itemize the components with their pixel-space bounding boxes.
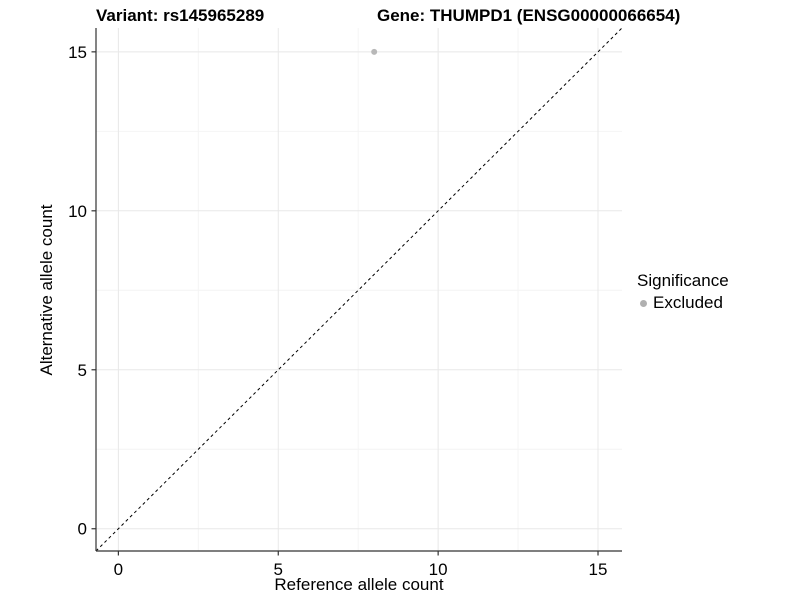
legend-item-excluded: Excluded xyxy=(637,293,729,313)
identity-dashed-line xyxy=(95,27,623,552)
y-tick-label: 15 xyxy=(68,43,87,62)
x-tick-label: 10 xyxy=(429,560,448,579)
legend: Significance Excluded xyxy=(637,271,729,313)
x-tick-label: 15 xyxy=(589,560,608,579)
x-tick-label: 5 xyxy=(274,560,283,579)
legend-title: Significance xyxy=(637,271,729,290)
y-axis-title: Alternative allele count xyxy=(37,204,56,376)
plot-title-gene: Gene: THUMPD1 (ENSG00000066654) xyxy=(377,6,681,25)
y-tick-label: 0 xyxy=(78,520,87,539)
y-tick-label: 5 xyxy=(78,361,87,380)
x-axis-title: Reference allele count xyxy=(274,575,444,594)
legend-point-swatch xyxy=(640,299,647,307)
data-point xyxy=(371,48,378,55)
x-tick-label: 0 xyxy=(114,560,123,579)
plot-title-variant: Variant: rs145965289 xyxy=(96,6,265,25)
legend-item-label: Excluded xyxy=(653,293,723,312)
y-tick-label: 10 xyxy=(68,202,87,221)
